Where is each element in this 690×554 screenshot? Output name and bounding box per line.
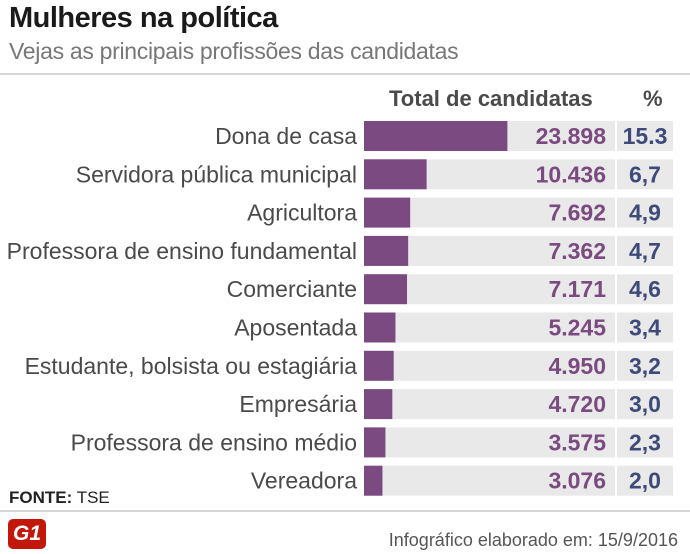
top-divider <box>0 73 690 75</box>
value-label: 3.076 <box>548 468 606 494</box>
percent-cell <box>617 350 673 381</box>
chart-title: Mulheres na política <box>9 2 278 34</box>
value-label: 23.898 <box>536 123 607 149</box>
value-label: 5.245 <box>548 315 606 341</box>
percent-cell <box>617 427 673 458</box>
percent-label: 3,4 <box>629 315 661 341</box>
percent-cell <box>617 197 673 228</box>
percent-label: 4,7 <box>629 238 661 264</box>
percent-label: 15.3 <box>623 123 668 149</box>
percent-label: 2,0 <box>629 468 661 494</box>
category-label: Aposentada <box>234 315 357 341</box>
category-label: Empresária <box>239 391 357 417</box>
chart-subtitle: Vejas as principais profissões das candi… <box>9 38 459 64</box>
percent-cell <box>617 159 673 190</box>
percent-label: 4,6 <box>629 276 661 302</box>
percent-cell <box>617 465 673 496</box>
category-label: Vereadora <box>251 468 357 494</box>
value-label: 7.171 <box>548 276 606 302</box>
category-label: Agricultora <box>247 200 357 226</box>
category-label: Professora de ensino médio <box>71 429 357 455</box>
percent-label: 2,3 <box>629 429 661 455</box>
total-column-header: Total de candidatas <box>389 86 593 111</box>
bar-track <box>364 465 615 496</box>
source-label: FONTE: <box>9 488 73 507</box>
value-label: 3.575 <box>548 429 606 455</box>
percent-label: 4,9 <box>629 200 661 226</box>
source-note: FONTE: TSE <box>9 488 110 508</box>
bar <box>364 197 411 228</box>
category-label: Estudante, bolsista ou estagiária <box>25 353 358 379</box>
source-value: TSE <box>76 488 110 507</box>
value-label: 4.950 <box>548 353 606 379</box>
g1-logo: G1 <box>8 519 46 549</box>
bar <box>364 159 427 190</box>
percent-cell <box>617 235 673 266</box>
bar-track <box>364 312 615 343</box>
bar <box>364 465 383 496</box>
value-label: 7.692 <box>548 200 606 226</box>
bar <box>364 274 408 305</box>
bar <box>364 235 409 266</box>
bar <box>364 312 396 343</box>
bottom-divider <box>0 510 690 512</box>
percent-cell <box>617 312 673 343</box>
bar <box>364 350 394 381</box>
credit-text: Infográfico elaborado em: 15/9/2016 <box>388 530 678 550</box>
bar-track <box>364 350 615 381</box>
value-label: 4.720 <box>548 391 606 417</box>
category-label: Dona de casa <box>215 123 357 149</box>
bar <box>364 389 393 420</box>
percent-cell <box>617 389 673 420</box>
bar-track <box>364 389 615 420</box>
bar <box>364 427 386 458</box>
percent-label: 3,0 <box>629 391 661 417</box>
percent-cell <box>617 121 673 151</box>
percent-label: 6,7 <box>629 161 661 187</box>
value-label: 10.436 <box>536 161 606 187</box>
category-label: Servidora pública municipal <box>76 161 357 187</box>
bar <box>364 121 508 151</box>
percent-label: 3,2 <box>629 353 661 379</box>
bar-track <box>364 427 615 458</box>
category-label: Comerciante <box>227 276 357 302</box>
percent-cell <box>617 274 673 305</box>
category-label: Professora de ensino fundamental <box>7 238 357 264</box>
value-label: 7.362 <box>548 238 606 264</box>
percent-column-header: % <box>643 86 663 111</box>
